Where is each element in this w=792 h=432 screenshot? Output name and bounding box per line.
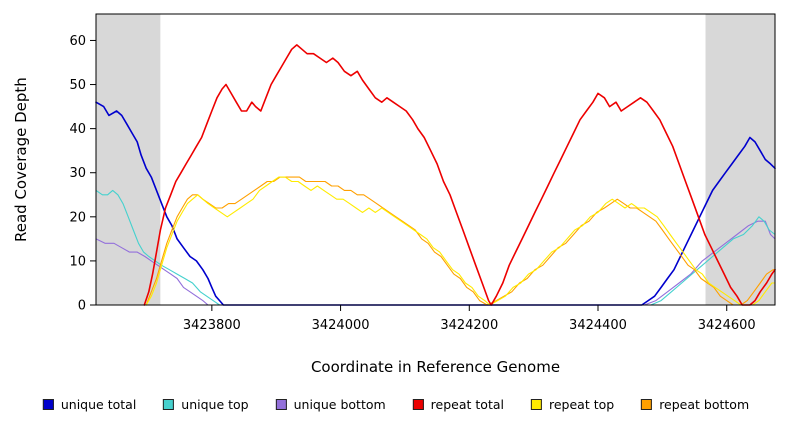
legend-item-unique-total: unique total bbox=[42, 397, 137, 412]
x-axis-tick-label: 3424000 bbox=[312, 318, 370, 333]
x-axis-tick-label: 3424400 bbox=[569, 318, 627, 333]
y-axis-tick-label: 60 bbox=[69, 34, 86, 49]
x-axis-title: Coordinate in Reference Genome bbox=[310, 358, 561, 376]
y-axis-tick-label: 40 bbox=[69, 122, 86, 137]
y-axis-title: Read Coverage Depth bbox=[12, 77, 30, 242]
legend-label: unique bottom bbox=[293, 397, 386, 412]
x-axis-tick-label: 3424600 bbox=[698, 318, 756, 333]
series-line-repeat-total bbox=[143, 44, 776, 306]
legend-swatch-icon bbox=[412, 399, 424, 410]
series-line-repeat-bottom bbox=[145, 176, 776, 306]
legend-item-repeat-top: repeat top bbox=[530, 397, 615, 412]
series-line-unique-total bbox=[95, 101, 776, 306]
shaded-region bbox=[96, 14, 161, 305]
series-line-unique-top bbox=[95, 189, 776, 306]
plot-border bbox=[95, 13, 776, 306]
y-axis-tick-label: 30 bbox=[69, 166, 86, 181]
legend-swatch-icon bbox=[42, 399, 54, 410]
legend-item-repeat-bottom: repeat bottom bbox=[641, 397, 749, 412]
legend-swatch-icon bbox=[275, 399, 287, 410]
legend-label: repeat bottom bbox=[659, 397, 750, 412]
legend-item-unique-top: unique top bbox=[163, 397, 249, 412]
legend-item-unique-bottom: unique bottom bbox=[275, 397, 386, 412]
y-axis-tick-label: 50 bbox=[69, 78, 86, 93]
legend-label: unique top bbox=[181, 397, 249, 412]
legend-swatch-icon bbox=[641, 399, 653, 410]
y-axis-tick-label: 20 bbox=[69, 210, 86, 225]
legend-item-repeat-total: repeat total bbox=[412, 397, 504, 412]
legend-label: repeat total bbox=[430, 397, 504, 412]
legend-swatch-icon bbox=[163, 399, 175, 410]
legend-swatch-icon bbox=[530, 399, 542, 410]
shaded-region bbox=[705, 14, 775, 305]
legend-label: unique total bbox=[60, 397, 137, 412]
x-axis-tick-label: 3424200 bbox=[440, 318, 498, 333]
y-axis-tick-label: 0 bbox=[78, 299, 86, 314]
series-line-repeat-top bbox=[145, 176, 776, 306]
series-line-unique-bottom bbox=[95, 220, 776, 306]
legend-label: repeat top bbox=[548, 397, 615, 412]
x-axis-tick-label: 3423800 bbox=[183, 318, 241, 333]
legend: unique total unique top unique bottom repea… bbox=[42, 397, 749, 412]
y-axis-tick-label: 10 bbox=[69, 254, 86, 269]
